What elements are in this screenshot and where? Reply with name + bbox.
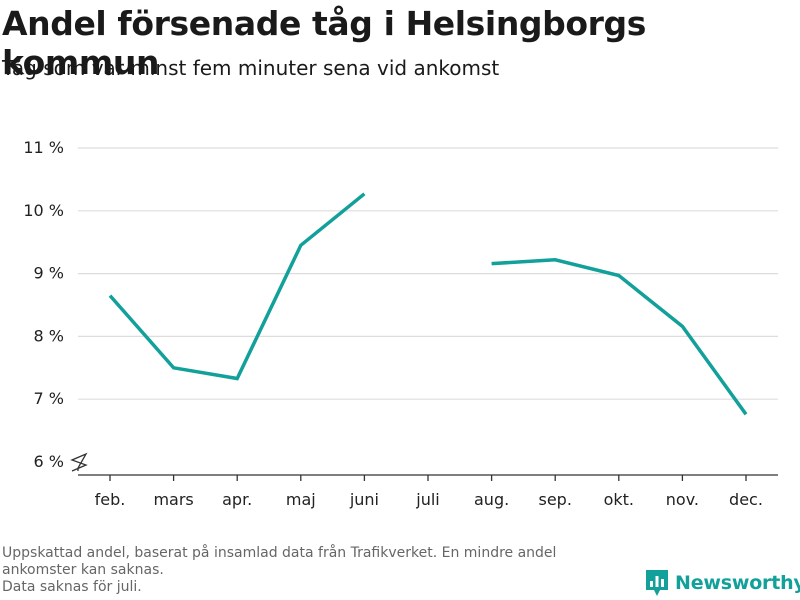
brand-name: Newsworthy bbox=[675, 572, 800, 594]
axis-break-marker bbox=[70, 452, 88, 472]
x-axis-labels: feb. mars apr. maj juni juli aug. sep. okt. nov. d… bbox=[95, 490, 763, 509]
gridlines bbox=[78, 147, 778, 400]
y-tick-label: 8 % bbox=[34, 326, 64, 345]
y-tick-label: 9 % bbox=[34, 264, 64, 283]
x-tick-label: mars bbox=[153, 490, 193, 509]
x-tick-label: aug. bbox=[474, 490, 509, 509]
footnote-line-1: Uppskattad andel, baserat på insamlad da… bbox=[2, 545, 557, 561]
x-tick-label: sep. bbox=[538, 490, 571, 509]
line-chart: 6 % 7 % 8 % 9 % 10 % 11 % feb. mars apr. maj juni… bbox=[23, 138, 778, 509]
series-line-segment bbox=[108, 192, 366, 381]
x-tick-label: okt. bbox=[604, 490, 634, 509]
x-tick-label: nov. bbox=[666, 490, 699, 509]
footnote: Uppskattad andel, baserat på insamlad da… bbox=[2, 545, 642, 596]
chart-title: Andel försenade tåg i Helsingborgs kommu… bbox=[2, 4, 646, 82]
y-tick-label: 11 % bbox=[23, 138, 64, 157]
series-line-segment bbox=[491, 258, 748, 416]
newsworthy-logo-icon bbox=[646, 570, 668, 596]
newsworthy-brand[interactable]: Newsworthy bbox=[645, 568, 800, 598]
y-tick-label: 10 % bbox=[23, 201, 64, 220]
y-tick-label: 7 % bbox=[34, 389, 64, 408]
x-tick-label: juni bbox=[349, 490, 379, 509]
y-axis-labels: 6 % 7 % 8 % 9 % 10 % 11 % bbox=[23, 138, 64, 471]
series-lines bbox=[108, 192, 748, 416]
x-axis bbox=[70, 452, 778, 481]
footnote-line-2: ankomster kan saknas. bbox=[2, 562, 164, 578]
x-tick-label: juli bbox=[415, 490, 439, 509]
footnote-line-3: Data saknas för juli. bbox=[2, 579, 142, 595]
y-tick-label: 6 % bbox=[34, 452, 64, 471]
x-tick-label: apr. bbox=[222, 490, 252, 509]
chart-subtitle: Tåg som var minst fem minuter sena vid a… bbox=[2, 56, 500, 80]
x-tick-label: feb. bbox=[95, 490, 126, 509]
x-tick-label: maj bbox=[286, 490, 316, 509]
x-tick-label: dec. bbox=[729, 490, 763, 509]
